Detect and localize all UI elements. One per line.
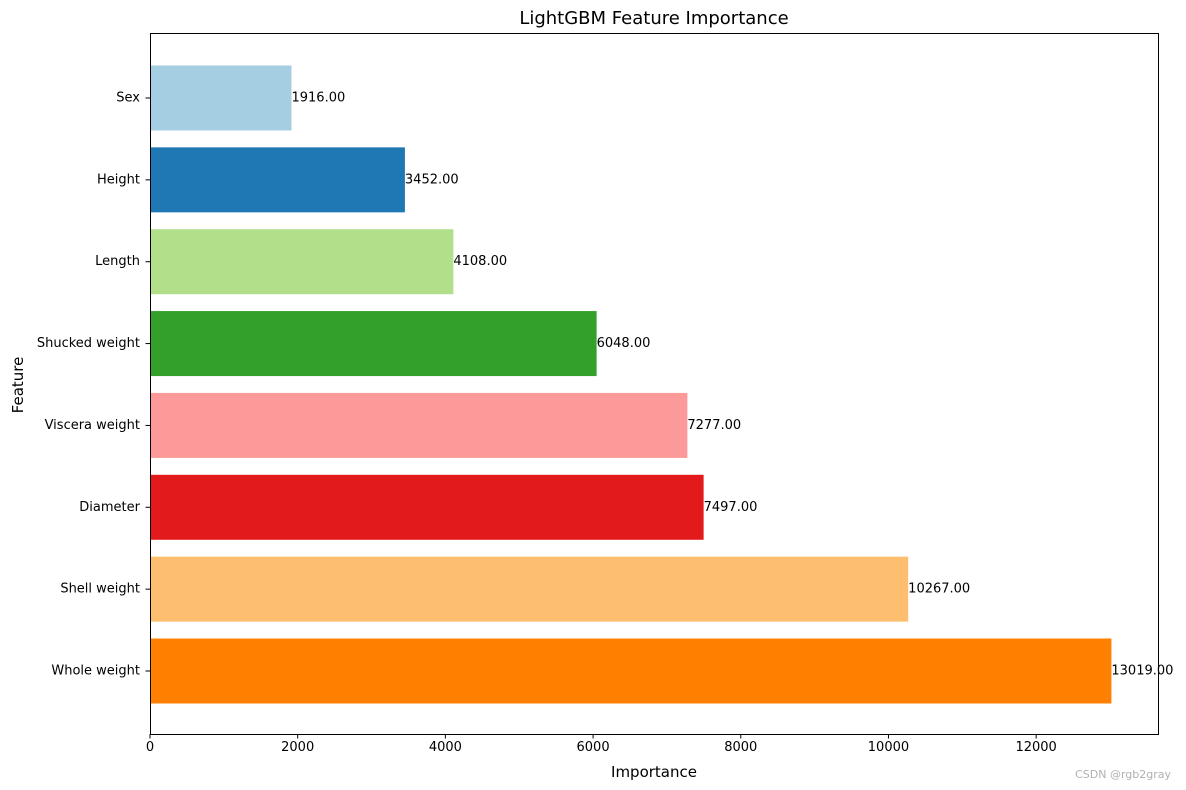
x-axis-title: Importance (611, 763, 697, 781)
bar-shell-weight (150, 556, 909, 622)
bar-shucked-weight (150, 311, 597, 377)
bar-viscera-weight (150, 392, 688, 458)
chart-title: LightGBM Feature Importance (519, 8, 788, 29)
bar-height (150, 147, 405, 213)
x-tick-label-2000: 2000 (281, 740, 314, 755)
x-tick-label-8000: 8000 (724, 740, 757, 755)
data-label-height: 3452.00 (405, 172, 459, 187)
x-tick-label-4000: 4000 (429, 740, 462, 755)
data-label-length: 4108.00 (453, 254, 507, 269)
data-label-sex: 1916.00 (291, 91, 345, 106)
y-axis: Whole weight Shell weight Diameter Viscera … (37, 91, 150, 679)
data-label-viscera-weight: 7277.00 (687, 418, 741, 433)
y-tick-label-sex: Sex (116, 91, 140, 106)
bar-length (150, 229, 454, 295)
x-axis: 0 2000 4000 6000 8000 10000 12000 (146, 734, 1057, 755)
bar-diameter (150, 474, 704, 540)
y-tick-label-shucked-weight: Shucked weight (37, 336, 140, 351)
y-tick-label-height: Height (97, 172, 140, 187)
x-tick-label-10000: 10000 (868, 740, 909, 755)
x-tick-label-6000: 6000 (577, 740, 610, 755)
data-label-diameter: 7497.00 (704, 500, 758, 515)
bar-sex (150, 65, 292, 131)
value-labels-layer: 13019.00 10267.00 7497.00 7277.00 6048.00 410… (291, 91, 1173, 679)
bars-layer (150, 65, 1112, 704)
data-label-shucked-weight: 6048.00 (597, 336, 651, 351)
plot-area-frame (150, 33, 1159, 735)
bar-whole-weight (150, 638, 1112, 704)
data-label-whole-weight: 13019.00 (1111, 664, 1173, 679)
y-tick-label-shell-weight: Shell weight (60, 582, 140, 597)
y-axis-title: Feature (9, 357, 27, 414)
x-tick-label-0: 0 (146, 740, 154, 755)
y-tick-label-viscera-weight: Viscera weight (45, 418, 140, 433)
x-tick-label-12000: 12000 (1015, 740, 1056, 755)
data-label-shell-weight: 10267.00 (908, 582, 970, 597)
watermark: CSDN @rgb2gray (1075, 768, 1171, 781)
y-tick-label-whole-weight: Whole weight (51, 664, 140, 679)
y-tick-label-length: Length (95, 254, 140, 269)
y-tick-label-diameter: Diameter (79, 500, 140, 515)
